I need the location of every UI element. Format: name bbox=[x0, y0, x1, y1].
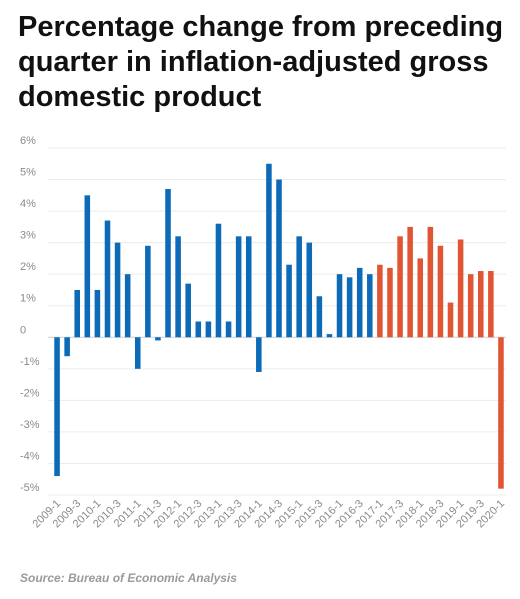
bar-2010-4 bbox=[124, 274, 131, 338]
bar-2015-4 bbox=[326, 334, 333, 338]
bar-2019-3 bbox=[478, 271, 484, 338]
bar-2009-3 bbox=[74, 289, 80, 338]
bar-chart: 6% 5% 4% 3% 2% 1% 0 -1% -2% -3% -4% -5% 2009-12009-… bbox=[20, 135, 507, 531]
bar-2015-3 bbox=[316, 296, 323, 338]
bar-2009-2 bbox=[64, 337, 70, 357]
bar-2015-2 bbox=[306, 242, 313, 338]
bar-2017-1 bbox=[377, 264, 383, 338]
bar-2011-4 bbox=[165, 189, 171, 338]
y-tick-label: 1% bbox=[20, 293, 36, 305]
bar-2012-4 bbox=[205, 321, 212, 338]
bar-2013-4 bbox=[245, 236, 252, 338]
bar-2009-1 bbox=[54, 337, 60, 477]
chart-title: Percentage change from preceding quarter… bbox=[18, 11, 504, 113]
y-tick-label: -5% bbox=[20, 482, 40, 494]
bar-2010-2 bbox=[104, 220, 111, 338]
bar-2019-1 bbox=[457, 239, 464, 338]
x-axis-ticks: 2009-12009-32010-12010-32011-12011-32012… bbox=[30, 498, 507, 531]
y-tick-label: 2% bbox=[20, 261, 36, 273]
bar-2014-4 bbox=[286, 264, 292, 338]
y-tick-label: -4% bbox=[20, 450, 40, 462]
y-tick-label: 3% bbox=[20, 230, 36, 242]
bar-2018-1 bbox=[417, 258, 424, 338]
bar-2015-1 bbox=[296, 236, 302, 338]
source-note: Source: Bureau of Economic Analysis bbox=[20, 571, 237, 585]
bar-2014-3 bbox=[276, 179, 282, 338]
bar-2019-4 bbox=[488, 271, 494, 338]
bar-2013-2 bbox=[225, 321, 232, 338]
bar-2011-3 bbox=[155, 337, 161, 341]
y-tick-label: 6% bbox=[20, 135, 36, 147]
y-tick-label: 4% bbox=[20, 198, 36, 210]
bar-2019-2 bbox=[467, 274, 474, 338]
y-tick-label: -3% bbox=[20, 419, 40, 431]
y-tick-label: 0 bbox=[20, 324, 26, 336]
bar-2011-2 bbox=[145, 245, 151, 338]
bar-2017-3 bbox=[397, 236, 403, 338]
y-tick-label: -1% bbox=[20, 356, 40, 368]
bar-2011-1 bbox=[134, 337, 141, 369]
bars bbox=[54, 163, 504, 489]
y-tick-label: -2% bbox=[20, 387, 40, 399]
bar-2016-3 bbox=[356, 267, 363, 338]
y-tick-label: 5% bbox=[20, 167, 36, 179]
y-axis-ticks: 6% 5% 4% 3% 2% 1% 0 -1% -2% -3% -4% -5% bbox=[20, 135, 40, 494]
bar-2014-2 bbox=[266, 163, 272, 338]
bar-2013-3 bbox=[235, 236, 242, 338]
bar-2018-2 bbox=[427, 226, 434, 338]
bar-2020-1 bbox=[498, 337, 504, 489]
bar-2017-4 bbox=[407, 226, 413, 338]
bar-2010-1 bbox=[94, 289, 101, 338]
bar-2012-3 bbox=[195, 321, 202, 338]
bar-2014-1 bbox=[256, 337, 262, 372]
bar-2012-1 bbox=[175, 236, 181, 338]
bar-2009-4 bbox=[84, 195, 91, 338]
bar-2010-3 bbox=[114, 242, 121, 338]
bar-2016-1 bbox=[336, 274, 343, 338]
bar-2012-2 bbox=[185, 283, 191, 338]
bar-2016-2 bbox=[346, 277, 353, 338]
bar-2013-1 bbox=[215, 223, 222, 338]
bar-2018-3 bbox=[437, 245, 444, 338]
bar-2016-4 bbox=[367, 274, 373, 338]
bar-2017-2 bbox=[387, 267, 393, 338]
bar-2018-4 bbox=[447, 302, 454, 338]
